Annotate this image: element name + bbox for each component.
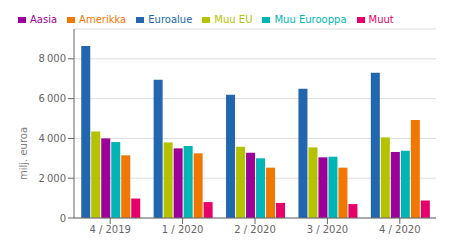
html-text:Muut: Muut (368, 14, 394, 25)
html-text:Euroalue: Euroalue (148, 14, 193, 25)
html-text:Aasia: Aasia (30, 14, 58, 25)
svg-text:2 / 2020: 2 / 2020 (234, 224, 276, 235)
html-text:Amerikka: Amerikka (79, 14, 127, 25)
svg-text:2 000: 2 000 (39, 173, 66, 184)
svg-text:3 / 2020: 3 / 2020 (307, 224, 349, 235)
svg-text:8 000: 8 000 (39, 53, 66, 64)
svg-text:milj. euroa: milj. euroa (18, 127, 29, 180)
svg-text:4 / 2019: 4 / 2019 (89, 224, 131, 235)
svg-text:0: 0 (60, 213, 66, 224)
html-text:Muu EU: Muu EU (214, 14, 253, 25)
html-text:Muu Eurooppa: Muu Eurooppa (274, 14, 347, 25)
svg-text:4 / 2020: 4 / 2020 (379, 224, 421, 235)
svg-text:1 / 2020: 1 / 2020 (162, 224, 204, 235)
svg-text:4 000: 4 000 (39, 133, 66, 144)
svg-text:6 000: 6 000 (39, 93, 66, 104)
